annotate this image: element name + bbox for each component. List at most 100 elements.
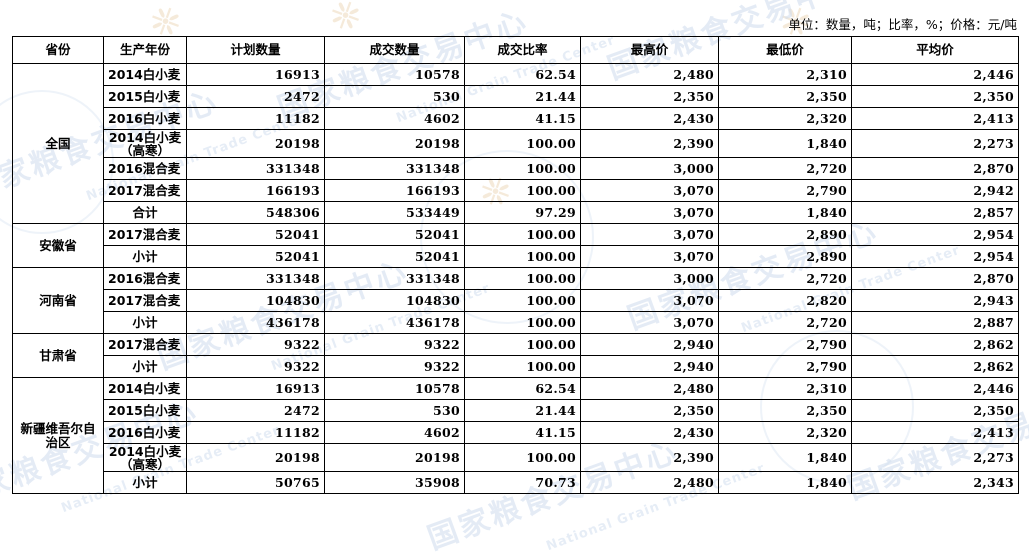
cell-crop-year: 2017混合麦: [103, 289, 187, 312]
cell-high-price: 2,940: [580, 333, 719, 356]
wheat-auction-table: 省份 生产年份 计划数量 成交数量 成交比率 最高价 最低价 平均价 全国 201…: [12, 36, 1019, 494]
cell-avg-price: 2,943: [851, 289, 1019, 312]
cell-high-price: 3,070: [580, 201, 719, 224]
cell-plan-qty: 331348: [186, 267, 325, 290]
cell-deal-qty: 331348: [324, 157, 465, 180]
cell-avg-price: 2,343: [851, 471, 1019, 494]
cell-plan-qty: 436178: [186, 311, 325, 334]
column-header-province: 省份: [12, 36, 104, 64]
table-row: 2017混合麦 104830 104830 100.00 3,070 2,820 2,943: [13, 289, 1019, 312]
cell-deal-ratio: 100.00: [464, 223, 581, 246]
cell-crop-year: 2017混合麦: [103, 179, 187, 202]
cell-plan-qty: 2472: [186, 399, 325, 422]
table-row: 2015白小麦 2472 530 21.44 2,350 2,350 2,350: [13, 85, 1019, 108]
cell-crop-year-line2: （高寒）: [119, 142, 170, 158]
cell-deal-ratio: 100.00: [464, 129, 581, 158]
table-row: 新疆维吾尔自治区 2014白小麦 16913 10578 62.54 2,480 2,310…: [12, 377, 1019, 494]
cell-high-price: 2,480: [580, 471, 719, 494]
cell-avg-price: 2,350: [851, 399, 1019, 422]
cell-province: 安徽省: [12, 223, 104, 268]
cell-plan-qty: 9322: [186, 355, 325, 378]
cell-crop-year: 2016白小麦: [103, 107, 187, 130]
cell-plan-qty: 104830: [186, 289, 325, 312]
cell-avg-price: 2,870: [851, 157, 1019, 180]
cell-avg-price: 2,350: [851, 85, 1019, 108]
cell-high-price: 3,000: [580, 157, 719, 180]
cell-high-price: 2,480: [580, 63, 719, 86]
cell-low-price: 1,840: [718, 129, 852, 158]
cell-plan-qty: 331348: [186, 157, 325, 180]
table-body: 全国 2014白小麦 16913 10578 62.54 2,480 2,310 2,446 2…: [12, 63, 1019, 494]
cell-high-price: 3,070: [580, 245, 719, 268]
cell-avg-price: 2,413: [851, 107, 1019, 130]
cell-plan-qty: 20198: [186, 129, 325, 158]
column-header-avg-price: 平均价: [851, 36, 1019, 64]
cell-low-price: 2,320: [718, 421, 852, 444]
cell-plan-qty: 11182: [186, 421, 325, 444]
cell-low-price: 2,820: [718, 289, 852, 312]
cell-deal-ratio: 21.44: [464, 399, 581, 422]
cell-avg-price: 2,862: [851, 355, 1019, 378]
cell-crop-year: 2014白小麦 （高寒）: [103, 443, 187, 472]
cell-crop-year: 2014白小麦 （高寒）: [103, 129, 187, 158]
cell-avg-price: 2,413: [851, 421, 1019, 444]
cell-crop-year: 小计: [103, 245, 187, 268]
cell-avg-price: 2,942: [851, 179, 1019, 202]
cell-low-price: 1,840: [718, 443, 852, 472]
cell-deal-ratio: 100.00: [464, 355, 581, 378]
cell-crop-year: 2014白小麦: [103, 377, 187, 400]
cell-deal-qty: 52041: [324, 245, 465, 268]
cell-plan-qty: 20198: [186, 443, 325, 472]
cell-deal-ratio: 100.00: [464, 333, 581, 356]
table-row: 甘肃省 2017混合麦 9322 9322 100.00 2,940 2,790 2,862: [12, 333, 1019, 378]
cell-low-price: 2,350: [718, 399, 852, 422]
table-row: 小计 50765 35908 70.73 2,480 1,840 2,343: [13, 471, 1019, 494]
cell-avg-price: 2,446: [851, 63, 1019, 86]
column-header-low-price: 最低价: [718, 36, 852, 64]
table-row: 2014白小麦 （高寒） 20198 20198 100.00 2,390 1,840 2,2…: [13, 129, 1019, 158]
table-row: 2017混合麦 166193 166193 100.00 3,070 2,790 2,942: [13, 179, 1019, 202]
cell-deal-qty: 20198: [324, 129, 465, 158]
table-row: 2015白小麦 2472 530 21.44 2,350 2,350 2,350: [13, 399, 1019, 422]
cell-low-price: 2,890: [718, 223, 852, 246]
cell-plan-qty: 16913: [186, 63, 325, 86]
column-header-deal-ratio: 成交比率: [464, 36, 581, 64]
cell-avg-price: 2,954: [851, 245, 1019, 268]
column-header-high-price: 最高价: [580, 36, 719, 64]
cell-crop-year: 2017混合麦: [103, 333, 187, 356]
cell-deal-ratio: 70.73: [464, 471, 581, 494]
cell-province: 河南省: [12, 267, 104, 334]
cell-deal-ratio: 100.00: [464, 245, 581, 268]
cell-crop-year: 2015白小麦: [103, 85, 187, 108]
cell-avg-price: 2,273: [851, 129, 1019, 158]
cell-crop-year: 2017混合麦: [103, 223, 187, 246]
cell-crop-year: 小计: [103, 311, 187, 334]
cell-deal-qty: 533449: [324, 201, 465, 224]
cell-deal-qty: 4602: [324, 421, 465, 444]
cell-high-price: 2,430: [580, 107, 719, 130]
cell-low-price: 1,840: [718, 471, 852, 494]
cell-low-price: 2,720: [718, 267, 852, 290]
cell-plan-qty: 52041: [186, 223, 325, 246]
cell-low-price: 2,890: [718, 245, 852, 268]
cell-low-price: 2,350: [718, 85, 852, 108]
table-row: 合计 548306 533449 97.29 3,070 1,840 2,857: [13, 201, 1019, 224]
cell-deal-ratio: 62.54: [464, 377, 581, 400]
cell-deal-ratio: 100.00: [464, 157, 581, 180]
table-row: 2016混合麦 331348 331348 100.00 3,000 2,720 2,870: [13, 157, 1019, 180]
cell-deal-qty: 104830: [324, 289, 465, 312]
cell-crop-year: 2016白小麦: [103, 421, 187, 444]
cell-avg-price: 2,273: [851, 443, 1019, 472]
cell-high-price: 2,390: [580, 129, 719, 158]
cell-deal-ratio: 100.00: [464, 289, 581, 312]
cell-plan-qty: 166193: [186, 179, 325, 202]
cell-deal-ratio: 97.29: [464, 201, 581, 224]
cell-deal-qty: 9322: [324, 355, 465, 378]
column-header-crop-year: 生产年份: [103, 36, 187, 64]
cell-deal-ratio: 100.00: [464, 267, 581, 290]
table-row: 2016白小麦 11182 4602 41.15 2,430 2,320 2,413: [13, 421, 1019, 444]
cell-crop-year: 小计: [103, 471, 187, 494]
cell-avg-price: 2,954: [851, 223, 1019, 246]
cell-deal-qty: 35908: [324, 471, 465, 494]
cell-low-price: 2,320: [718, 107, 852, 130]
